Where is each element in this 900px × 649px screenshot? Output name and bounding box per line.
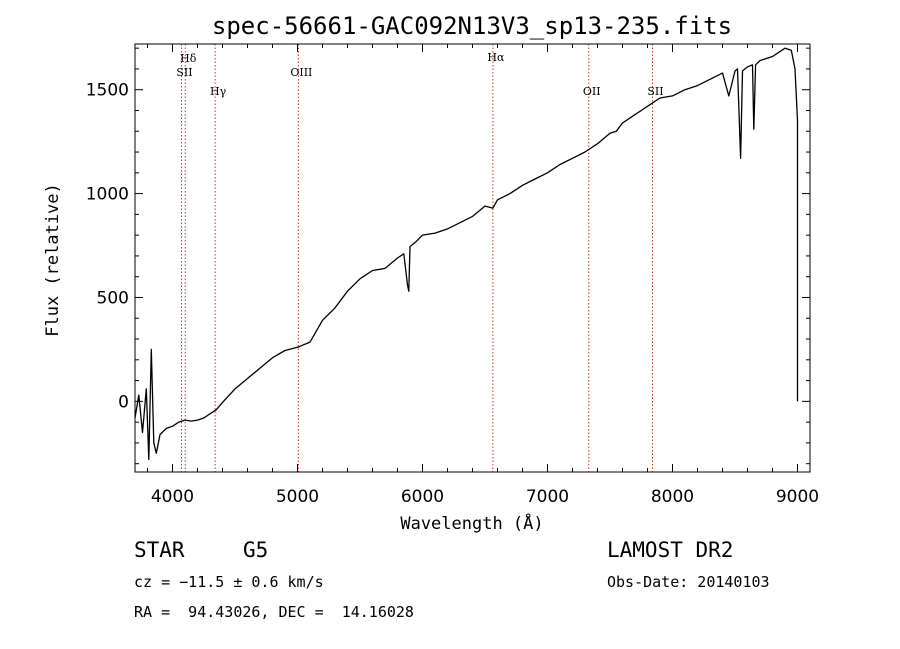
object-type: STAR — [134, 538, 185, 562]
x-tick-label: 6000 — [401, 487, 444, 507]
redshift-velocity: cz = −11.5 ± 0.6 km/s — [134, 573, 324, 591]
spectrum-series-line — [134, 47, 799, 461]
reference-line-label: Hα — [487, 51, 505, 64]
reference-lines — [181, 44, 653, 472]
x-tick-label: 8000 — [651, 487, 694, 507]
y-tick-label: 1500 — [86, 81, 129, 101]
reference-line-label: Hγ — [210, 85, 227, 98]
reference-line-label: OIII — [290, 66, 312, 79]
sky-coordinates: RA = 94.43026, DEC = 14.16028 — [134, 603, 414, 621]
survey-label: LAMOST DR2 — [607, 538, 734, 562]
x-tick-label: 5000 — [276, 487, 319, 507]
y-axis-label: Flux (relative) — [43, 183, 63, 337]
y-tick-label: 0 — [118, 392, 129, 412]
x-tick-label: 7000 — [526, 487, 569, 507]
chart-title: spec-56661-GAC092N13V3_sp13-235.fits — [212, 12, 732, 40]
y-tick-label: 500 — [97, 288, 129, 308]
reference-line-label: SII — [647, 85, 663, 98]
plot-frame — [134, 43, 811, 473]
x-tick-label: 9000 — [776, 487, 819, 507]
x-axis: 4000 5000 6000 7000 8000 9000 — [147, 44, 819, 507]
x-axis-label: Wavelength (Å) — [400, 512, 543, 534]
y-tick-label: 1000 — [86, 185, 129, 205]
reference-line-label: SII — [176, 66, 192, 79]
reference-line-label: Hδ — [180, 52, 197, 65]
y-axis: 0 500 1000 1500 — [86, 47, 810, 465]
object-subclass: G5 — [243, 538, 269, 562]
reference-line-label: OII — [583, 85, 601, 98]
observation-date: Obs-Date: 20140103 — [607, 573, 770, 591]
x-tick-label: 4000 — [151, 487, 194, 507]
